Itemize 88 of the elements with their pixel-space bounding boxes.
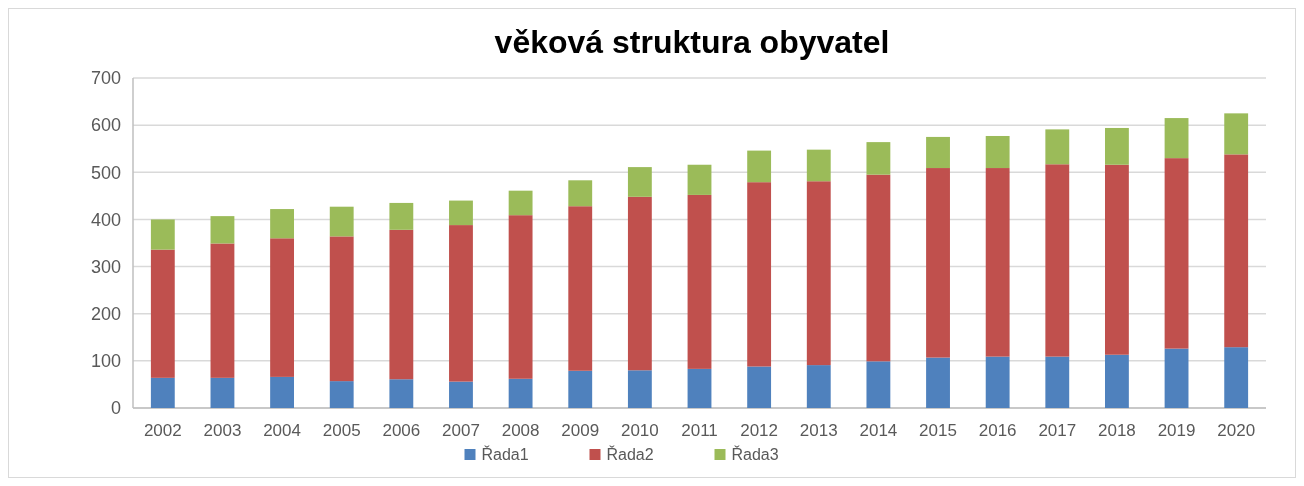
x-tick-label: 2007 <box>442 421 480 440</box>
bar <box>627 167 652 197</box>
bar <box>747 150 772 183</box>
x-tick-label: 2010 <box>620 421 659 440</box>
x-tick-label: 2012 <box>740 421 779 440</box>
bar <box>329 236 354 382</box>
bar <box>449 200 473 226</box>
bar <box>1164 158 1189 349</box>
chart-title: věková struktura obyvatel <box>494 24 890 60</box>
bar <box>389 229 414 380</box>
y-tick-label: 400 <box>90 209 121 230</box>
bar <box>568 206 593 371</box>
bar <box>1164 348 1189 408</box>
bar <box>985 135 1010 169</box>
bar <box>1224 154 1249 348</box>
x-tick-label: 2019 <box>1157 421 1196 440</box>
legend-label: Řada3 <box>731 445 779 463</box>
bar <box>568 180 593 207</box>
bar <box>1045 164 1070 357</box>
y-tick-label: 500 <box>90 162 121 183</box>
bar <box>1104 164 1129 355</box>
bar <box>985 356 1010 408</box>
bar <box>1045 129 1070 165</box>
bar <box>210 216 235 244</box>
x-tick-label: 2011 <box>681 421 718 440</box>
x-tick-label: 2005 <box>322 421 361 440</box>
bar <box>926 136 950 169</box>
bar <box>568 370 593 408</box>
bar <box>926 357 950 408</box>
bar <box>866 142 891 175</box>
x-tick-label: 2009 <box>561 421 600 440</box>
bar <box>449 225 473 382</box>
bar <box>150 249 175 378</box>
bar <box>806 365 831 408</box>
bar <box>1104 354 1129 408</box>
bar <box>508 378 533 408</box>
bar <box>1104 127 1129 165</box>
bar <box>270 209 295 239</box>
x-tick-label: 2016 <box>978 421 1017 440</box>
bar <box>627 196 652 371</box>
x-tick-label: 2008 <box>501 421 540 440</box>
bar <box>329 206 354 237</box>
bar <box>270 238 295 377</box>
y-tick-label: 700 <box>90 68 121 89</box>
bar <box>866 361 891 408</box>
bar <box>806 181 831 366</box>
bar <box>508 190 533 216</box>
x-tick-label: 2015 <box>919 421 957 440</box>
bar <box>687 368 712 408</box>
bar <box>747 366 772 408</box>
bar <box>687 164 712 195</box>
y-tick-label: 100 <box>90 351 121 372</box>
bar <box>1045 356 1070 408</box>
y-tick-label: 200 <box>90 304 121 325</box>
y-tick-label: 300 <box>90 256 121 277</box>
y-tick-label: 600 <box>90 115 121 136</box>
bar <box>926 168 950 358</box>
x-tick-label: 2013 <box>799 421 838 440</box>
y-tick-label: 0 <box>110 398 121 419</box>
bar <box>150 377 175 408</box>
bar <box>687 194 712 369</box>
bar <box>1164 118 1189 159</box>
x-tick-label: 2003 <box>203 421 242 440</box>
bar <box>1224 347 1249 408</box>
bar <box>985 168 1010 357</box>
bar <box>210 377 235 408</box>
bar <box>150 219 175 250</box>
legend-label: Řada1 <box>481 445 529 463</box>
x-tick-label: 2014 <box>859 421 898 440</box>
x-tick-label: 2018 <box>1098 421 1136 440</box>
bar <box>389 379 414 408</box>
bar <box>210 243 235 378</box>
x-tick-label: 2006 <box>382 421 421 440</box>
bar <box>270 376 295 408</box>
bar <box>806 149 831 182</box>
x-tick-label: 2017 <box>1038 421 1077 440</box>
x-tick-label: 2004 <box>263 421 301 440</box>
bar <box>449 381 473 408</box>
bar <box>508 215 533 379</box>
bar <box>627 370 652 408</box>
bar <box>329 381 354 408</box>
bar <box>389 202 414 230</box>
legend-label: Řada2 <box>606 445 654 463</box>
x-tick-label: 2002 <box>143 421 182 440</box>
bar <box>1224 113 1249 155</box>
x-tick-label: 2020 <box>1217 421 1256 440</box>
bar <box>866 174 891 362</box>
bar <box>747 182 772 367</box>
